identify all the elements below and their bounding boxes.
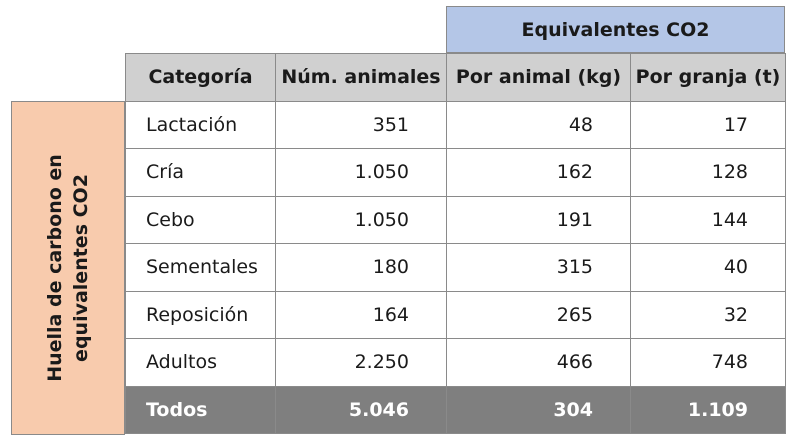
animals-cell: 1.050 — [275, 148, 447, 197]
total-row: Todos 5.046 304 1.109 — [125, 385, 786, 434]
per-animal-cell: 191 — [446, 195, 631, 244]
header-row: Categoría Núm. animales Por animal (kg) … — [125, 53, 786, 102]
column-header: Por granja (t) — [630, 53, 786, 102]
per-farm-cell: 748 — [630, 338, 786, 387]
total-per-animal-cell: 304 — [446, 385, 631, 434]
category-cell: Cebo — [125, 195, 276, 244]
side-label-huella: Huella de carbono en equivalentes CO2 — [11, 101, 125, 435]
per-animal-cell: 162 — [446, 148, 631, 197]
category-cell: Cría — [125, 148, 276, 197]
co2-table: Categoría Núm. animales Por animal (kg) … — [125, 53, 786, 434]
table-row: Lactación 351 48 17 — [125, 100, 786, 149]
category-cell: Lactación — [125, 100, 276, 149]
animals-cell: 164 — [275, 290, 447, 339]
group-header-equivalentes: Equivalentes CO2 — [446, 6, 785, 53]
per-farm-cell: 32 — [630, 290, 786, 339]
animals-cell: 351 — [275, 100, 447, 149]
table-row: Cría 1.050 162 128 — [125, 148, 786, 197]
category-cell: Reposición — [125, 290, 276, 339]
per-animal-cell: 315 — [446, 243, 631, 292]
per-farm-cell: 17 — [630, 100, 786, 149]
column-header: Núm. animales — [275, 53, 447, 102]
total-animals-cell: 5.046 — [275, 385, 447, 434]
table-row: Sementales 180 315 40 — [125, 243, 786, 292]
table-row: Adultos 2.250 466 748 — [125, 338, 786, 387]
table-row: Cebo 1.050 191 144 — [125, 195, 786, 244]
side-label-text: Huella de carbono en equivalentes CO2 — [44, 154, 92, 382]
animals-cell: 180 — [275, 243, 447, 292]
total-label-cell: Todos — [125, 385, 276, 434]
per-farm-cell: 128 — [630, 148, 786, 197]
per-animal-cell: 466 — [446, 338, 631, 387]
category-cell: Sementales — [125, 243, 276, 292]
per-farm-cell: 40 — [630, 243, 786, 292]
total-per-farm-cell: 1.109 — [630, 385, 786, 434]
per-farm-cell: 144 — [630, 195, 786, 244]
per-animal-cell: 265 — [446, 290, 631, 339]
category-cell: Adultos — [125, 338, 276, 387]
column-header: Por animal (kg) — [446, 53, 631, 102]
animals-cell: 2.250 — [275, 338, 447, 387]
column-header: Categoría — [125, 53, 276, 102]
per-animal-cell: 48 — [446, 100, 631, 149]
group-header-label: Equivalentes CO2 — [521, 18, 710, 41]
table-row: Reposición 164 265 32 — [125, 290, 786, 339]
animals-cell: 1.050 — [275, 195, 447, 244]
